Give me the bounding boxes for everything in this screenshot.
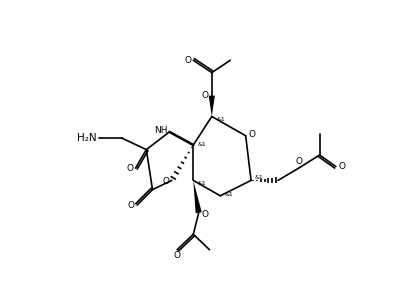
Polygon shape xyxy=(193,180,202,213)
Text: O: O xyxy=(338,162,345,171)
Text: H₂N: H₂N xyxy=(77,133,97,143)
Text: &1: &1 xyxy=(217,117,225,122)
Text: O: O xyxy=(201,210,208,219)
Text: O: O xyxy=(295,157,302,166)
Text: O: O xyxy=(126,164,133,173)
Text: O: O xyxy=(162,177,169,187)
Text: &1: &1 xyxy=(197,143,206,148)
Text: &1: &1 xyxy=(255,175,264,180)
Text: &1: &1 xyxy=(197,181,206,186)
Text: NH: NH xyxy=(154,126,167,135)
Text: O: O xyxy=(249,130,256,139)
Text: O: O xyxy=(202,91,209,100)
Text: O: O xyxy=(128,200,135,210)
Text: O: O xyxy=(184,56,191,65)
Polygon shape xyxy=(209,96,215,116)
Text: O: O xyxy=(173,251,181,260)
Text: &1: &1 xyxy=(225,192,233,197)
